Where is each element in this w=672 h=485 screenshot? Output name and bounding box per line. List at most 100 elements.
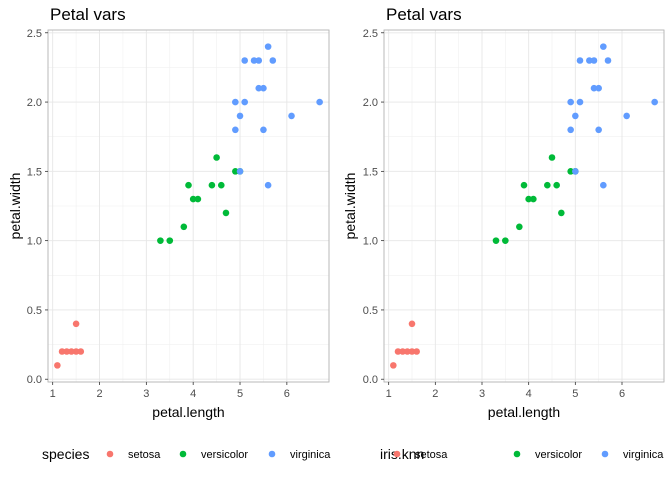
y-tick-label: 0.5 [27,305,42,317]
series-setosa [54,320,85,369]
data-point-virginica [255,57,263,64]
legend-key-versicolor [513,450,521,458]
data-point-virginica [572,168,579,175]
data-point-virginica [595,126,602,134]
data-point-virginica [316,98,323,106]
data-point-setosa [68,348,75,355]
series-virginica [567,43,658,189]
legend-title: species [42,446,89,462]
y-tick-label: 0.0 [27,374,42,386]
data-point-setosa [58,348,66,355]
y-tick-label: 0.0 [363,374,378,386]
data-point-virginica [623,112,630,120]
y-tick-label: 1.5 [27,166,42,178]
legend-label-versicolor: versicolor [535,449,582,461]
legend-label-virginica: virginica [623,449,664,461]
data-point-setosa [54,362,61,369]
data-point-versicolor [189,195,197,203]
data-point-setosa [72,348,80,355]
data-point-setosa [390,362,397,369]
data-point-virginica [236,112,244,120]
data-point-versicolor [558,209,565,217]
legend-key-setosa [393,450,401,458]
data-point-virginica [590,57,598,64]
data-point-versicolor [502,237,509,244]
x-tick-label: 2 [96,388,102,400]
legend-label-versicolor: versicolor [201,449,248,461]
y-axis-label: petal.width [7,173,23,240]
data-point-setosa [399,348,406,355]
data-point-versicolor [548,154,556,161]
legend-key-setosa [106,450,114,458]
x-tick-label: 3 [479,388,485,400]
data-point-versicolor [166,237,174,244]
x-tick-label: 5 [237,388,243,400]
data-point-virginica [269,57,277,64]
x-tick-label: 1 [386,388,392,400]
data-point-setosa [394,348,402,355]
data-point-virginica [232,98,239,106]
y-tick-label: 2.5 [363,28,378,40]
data-point-virginica [595,84,602,92]
data-point-virginica [576,98,584,106]
legend-label-setosa: setosa [128,449,161,461]
data-point-versicolor [208,181,216,189]
data-point-setosa [72,320,80,328]
legend: species setosa versicolor virginica [42,446,331,462]
data-point-versicolor [194,195,202,203]
data-point-virginica [567,126,574,134]
chart-panel-2: 1 2 3 4 5 6 0.0 0.5 1.0 1.5 2.0 2.5 Petal vars petal.… [342,5,665,462]
data-point-virginica [255,84,263,92]
data-point-setosa [408,348,416,355]
legend-key-virginica [601,450,609,458]
data-point-virginica [567,98,574,106]
series-setosa [390,320,420,369]
data-point-virginica [576,57,584,64]
chart-title: Petal vars [386,5,462,24]
x-tick-label: 1 [50,388,56,400]
legend-title: iris.knn [380,446,424,462]
x-axis-label: petal.length [488,404,560,420]
y-tick-label: 1.0 [27,236,42,248]
data-point-setosa [413,348,420,355]
y-tick-label: 2.0 [27,97,42,109]
data-point-versicolor [520,181,528,189]
data-point-setosa [63,348,71,355]
data-point-versicolor [222,209,230,217]
data-point-virginica [260,126,267,134]
data-point-virginica [241,57,248,64]
data-point-versicolor [217,181,225,189]
data-point-virginica [241,98,248,106]
data-point-virginica [572,112,579,120]
data-point-virginica [250,57,258,64]
data-point-versicolor [553,181,560,189]
data-point-versicolor [516,223,523,231]
plot-border [47,29,330,383]
x-tick-label: 4 [526,388,532,400]
data-point-virginica [264,181,272,189]
data-point-versicolor [530,195,537,203]
x-tick-label: 3 [143,388,149,400]
chart-title: Petal vars [50,5,126,24]
x-tick-label: 6 [284,388,290,400]
y-tick-label: 2.5 [27,28,42,40]
data-point-setosa [77,348,85,355]
legend-key-versicolor [179,450,187,458]
data-point-virginica [651,98,658,106]
chart-panel-1: 1 2 3 4 5 6 0.0 0.5 1.0 1.5 2.0 2.5 Petal vars petal.… [7,5,331,462]
x-tick-label: 2 [432,388,438,400]
data-point-virginica [590,84,598,92]
x-tick-label: 4 [190,388,196,400]
data-point-versicolor [180,223,188,231]
data-point-versicolor [544,181,551,189]
legend-label-setosa: setosa [415,449,448,461]
x-tick-label: 5 [572,388,578,400]
data-point-virginica [232,126,239,134]
data-point-versicolor [525,195,532,203]
y-tick-label: 2.0 [363,97,378,109]
plot-border [383,29,665,383]
data-point-versicolor [567,168,574,175]
data-point-virginica [264,43,272,50]
data-point-setosa [408,320,416,328]
